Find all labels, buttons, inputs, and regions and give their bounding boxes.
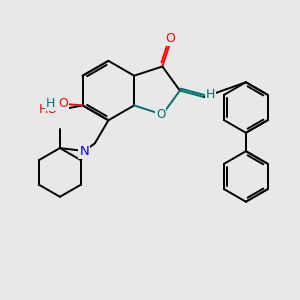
- Text: O: O: [165, 32, 175, 44]
- Text: N: N: [80, 145, 89, 158]
- Text: O: O: [58, 98, 68, 110]
- Text: H: H: [46, 98, 56, 110]
- Text: O: O: [156, 108, 166, 121]
- Text: HO: HO: [39, 103, 58, 116]
- Text: H: H: [206, 88, 215, 100]
